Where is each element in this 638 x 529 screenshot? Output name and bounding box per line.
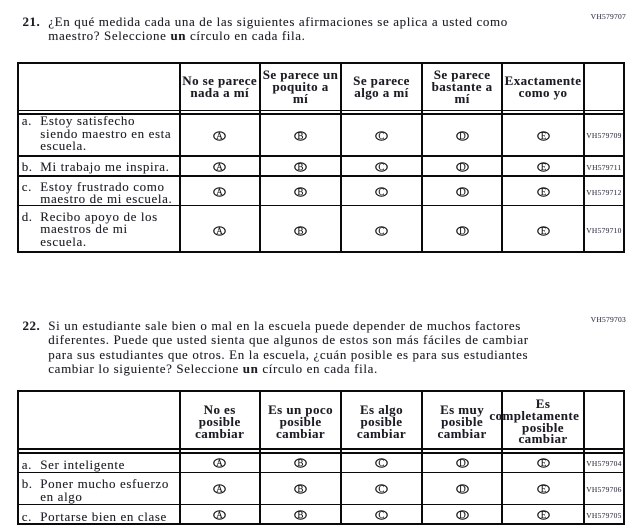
svg-text:A: A	[216, 162, 223, 172]
svg-text:B: B	[298, 226, 304, 236]
svg-text:C: C	[379, 458, 385, 468]
svg-text:A: A	[216, 187, 223, 197]
svg-text:C: C	[379, 162, 385, 172]
svg-text:D: D	[459, 484, 466, 494]
svg-text:C: C	[379, 187, 385, 197]
svg-text:C: C	[379, 131, 385, 141]
svg-text:E: E	[540, 226, 546, 236]
svg-text:C: C	[379, 510, 385, 520]
svg-text:A: A	[216, 226, 223, 236]
svg-text:E: E	[540, 187, 546, 197]
svg-text:B: B	[298, 458, 304, 468]
svg-text:A: A	[216, 458, 223, 468]
svg-text:D: D	[459, 187, 466, 197]
svg-text:B: B	[298, 510, 304, 520]
svg-text:E: E	[540, 458, 546, 468]
svg-text:B: B	[298, 131, 304, 141]
svg-text:B: B	[298, 187, 304, 197]
svg-text:B: B	[298, 484, 304, 494]
svg-text:D: D	[459, 458, 466, 468]
svg-text:E: E	[540, 162, 546, 172]
svg-text:B: B	[298, 162, 304, 172]
svg-text:E: E	[540, 131, 546, 141]
svg-text:E: E	[540, 510, 546, 520]
svg-text:D: D	[459, 510, 466, 520]
svg-text:D: D	[459, 162, 466, 172]
svg-text:A: A	[216, 131, 223, 141]
svg-text:A: A	[216, 510, 223, 520]
svg-text:C: C	[379, 226, 385, 236]
svg-text:D: D	[459, 226, 466, 236]
svg-text:A: A	[216, 484, 223, 494]
svg-text:E: E	[540, 484, 546, 494]
svg-text:D: D	[459, 131, 466, 141]
svg-text:C: C	[379, 484, 385, 494]
